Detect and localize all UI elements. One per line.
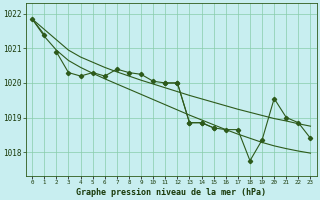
X-axis label: Graphe pression niveau de la mer (hPa): Graphe pression niveau de la mer (hPa): [76, 188, 266, 197]
